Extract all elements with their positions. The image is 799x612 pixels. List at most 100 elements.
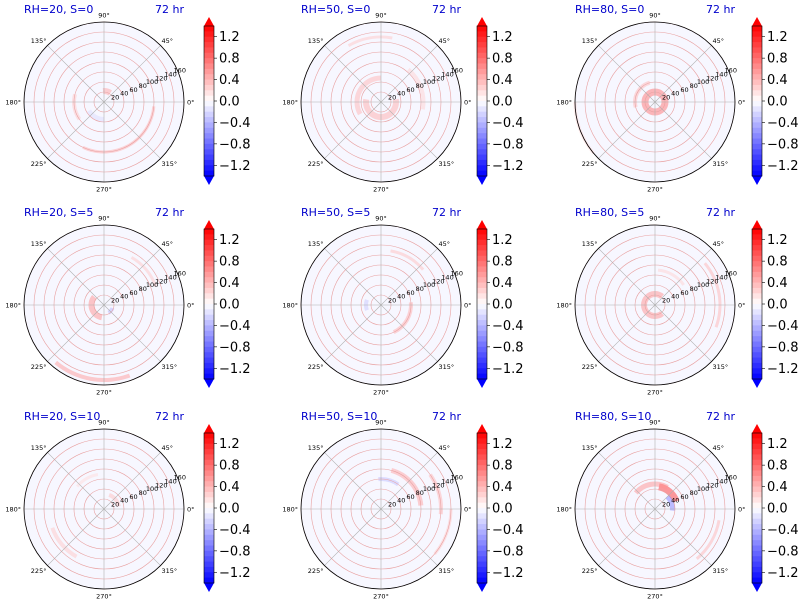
radial-tick-label: 120 [706, 277, 718, 285]
angle-tick-label: 45° [162, 240, 174, 248]
colorbar-segment [752, 36, 762, 43]
radial-tick-label: 140 [715, 273, 727, 281]
colorbar-segment [752, 486, 762, 493]
radial-tick-label: 20 [662, 296, 670, 304]
colorbar-segment [477, 42, 487, 48]
colorbar-extend-min [477, 379, 487, 388]
colorbar-segment [477, 325, 487, 332]
colorbar-segment [204, 454, 214, 461]
colorbar: 1.2 0.8 0.4 0.0 −0.4 −0.8 −1.2 [751, 424, 799, 592]
radial-tick-label: 160 [451, 67, 463, 75]
colorbar-segment [477, 52, 487, 59]
angle-tick-label: 225° [308, 363, 324, 371]
colorbar-tick-label: 0.4 [492, 480, 513, 495]
angular-gridline [380, 101, 438, 159]
colorbar-segment [477, 341, 487, 348]
panel-title: RH=80, S=5 [575, 206, 644, 219]
colorbar-segment [752, 470, 762, 477]
colorbar-segment [204, 101, 214, 107]
angle-tick-label: 90° [98, 215, 110, 223]
colorbar-segment [204, 298, 214, 305]
colorbar-segment [752, 127, 762, 134]
radial-tick-label: 20 [662, 93, 670, 101]
contour-feature [390, 249, 425, 271]
radial-tick-label: 80 [690, 285, 698, 293]
colorbar-segment [477, 266, 487, 273]
colorbar-segment [204, 561, 214, 568]
colorbar-segment [752, 31, 762, 38]
colorbar-segment [477, 545, 487, 552]
colorbar-segment [752, 293, 762, 300]
colorbar-extend-min [204, 176, 214, 185]
contour-feature [347, 35, 393, 48]
radial-tick-label: 160 [174, 474, 186, 482]
colorbar: 1.2 0.8 0.4 0.0 −0.4 −0.8 −1.2 [751, 220, 799, 388]
colorbar-segment [752, 314, 762, 321]
colorbar-segment [204, 508, 214, 514]
colorbar-segment [477, 106, 487, 113]
colorbar-segment [752, 325, 762, 332]
colorbar-segment [477, 577, 487, 584]
colorbar-segment [204, 534, 214, 541]
colorbar-tick-label: −1.2 [492, 362, 524, 377]
colorbar-segment [752, 508, 762, 514]
radial-tick-label: 80 [139, 82, 147, 90]
colorbar-tick-label: 0.4 [492, 73, 513, 88]
angular-gridline [47, 508, 105, 566]
colorbar-segment [752, 513, 762, 520]
radial-tick-label: 80 [139, 489, 147, 497]
angular-gridline [47, 304, 105, 362]
colorbar-tick-label: −1.2 [219, 566, 251, 581]
radial-tick-label: 80 [416, 285, 424, 293]
radial-tick-label: 120 [155, 481, 167, 489]
colorbar-segment [752, 170, 762, 177]
angular-gridline [598, 452, 656, 510]
radial-tick-label: 160 [451, 474, 463, 482]
angle-tick-label: 135° [31, 240, 47, 248]
polar-frame [574, 428, 736, 590]
colorbar-segment [752, 111, 762, 118]
colorbar-segment [752, 255, 762, 262]
colorbar-segment [204, 475, 214, 482]
colorbar-segment [477, 320, 487, 326]
colorbar-segment [752, 117, 762, 123]
angle-tick-label: 180° [5, 99, 21, 107]
colorbar-segment [477, 346, 487, 353]
angle-tick-label: 90° [649, 419, 661, 427]
colorbar-segment [204, 74, 214, 81]
colorbar-segment [204, 79, 214, 86]
angle-tick-label: 270° [96, 389, 112, 397]
angle-tick-label: 90° [98, 12, 110, 20]
colorbar-tick-label: 0.8 [767, 255, 788, 270]
colorbar-segment [204, 31, 214, 38]
radial-tick-label: 100 [697, 485, 709, 493]
colorbar-segment [477, 362, 487, 369]
colorbar-segment [477, 101, 487, 107]
colorbar-segment [204, 459, 214, 466]
radial-tick-label: 60 [406, 493, 414, 501]
colorbar-tick-label: −0.4 [767, 319, 799, 334]
radial-tick-label: 100 [697, 78, 709, 86]
radial-tick-label: 60 [129, 493, 137, 501]
colorbar-extend-min [752, 176, 762, 185]
colorbar-segment [477, 454, 487, 461]
radial-tick-label: 60 [406, 289, 414, 297]
angle-tick-label: 270° [373, 389, 389, 397]
colorbar-segment [204, 122, 214, 129]
colorbar-segment [204, 90, 214, 97]
colorbar-segment [752, 282, 762, 289]
colorbar-tick-label: −0.8 [219, 544, 251, 559]
colorbar-segment [477, 518, 487, 525]
angle-tick-label: 225° [31, 363, 47, 371]
colorbar-segment [477, 550, 487, 557]
colorbar-segment [477, 529, 487, 536]
angle-tick-label: 315° [162, 160, 178, 168]
angle-tick-label: 180° [282, 99, 298, 107]
angle-tick-label: 90° [375, 419, 387, 427]
angular-gridline [598, 45, 656, 103]
colorbar-segment [477, 133, 487, 139]
contour-feature [130, 256, 158, 287]
colorbar-extend-min [477, 583, 487, 592]
